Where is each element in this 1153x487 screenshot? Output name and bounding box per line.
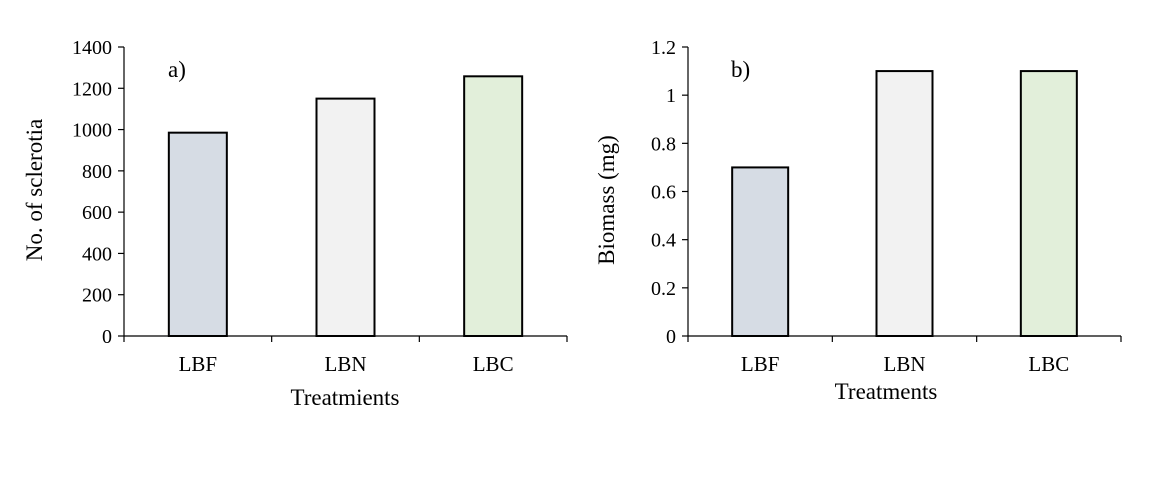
chart-panel-a: a) No. of sclerotia Treatmients 0 200 400 6…: [22, 37, 568, 410]
bar-lbc: [1019, 70, 1078, 337]
bar-lbc: [463, 75, 524, 337]
x-tick-label: LBN: [325, 352, 367, 376]
x-tick-label: LBF: [741, 352, 780, 376]
y-tick-label: 400: [82, 243, 112, 265]
y-ticks: 0 200 400 600 800 1000 1200 1400: [72, 37, 124, 348]
x-tick-label: LBC: [473, 352, 514, 376]
x-ticks: [687, 336, 1122, 342]
y-tick-label: 0.6: [651, 182, 676, 204]
y-tick-label: 0.2: [651, 278, 676, 300]
y-tick-label: 1: [666, 85, 676, 107]
bar-lbn: [315, 97, 376, 337]
y-tick-label: 600: [82, 202, 112, 224]
bar-lbn: [875, 70, 934, 337]
bars: [731, 70, 1078, 337]
y-tick-label: 0: [102, 326, 112, 348]
y-tick-label: 200: [82, 285, 112, 307]
y-axis-title: No. of sclerotia: [22, 119, 47, 261]
bar-lbf: [731, 166, 790, 337]
y-tick-label: 0.4: [651, 230, 676, 252]
x-ticks: [123, 336, 568, 342]
bars: [167, 75, 524, 337]
category-labels: LBF LBN LBC: [741, 352, 1069, 376]
panel-tag: b): [731, 57, 750, 82]
y-tick-label: 0.8: [651, 133, 676, 155]
y-tick-label: 0: [666, 326, 676, 348]
y-axis-title: Biomass (mg): [594, 135, 619, 265]
x-tick-label: LBC: [1028, 352, 1069, 376]
y-ticks: 0 0.2 0.4 0.6 0.8 1 1.2: [651, 37, 688, 348]
category-labels: LBF LBN LBC: [179, 352, 514, 376]
bar-lbf: [167, 131, 228, 337]
y-tick-label: 1.2: [651, 37, 676, 59]
x-tick-label: LBN: [884, 352, 926, 376]
x-tick-label: LBF: [179, 352, 218, 376]
y-tick-label: 1000: [72, 120, 112, 142]
y-tick-label: 1400: [72, 37, 112, 59]
x-axis-title: Treatments: [835, 379, 938, 404]
y-tick-label: 1200: [72, 78, 112, 100]
x-axis-title: Treatmients: [290, 385, 399, 410]
chart-panel-b: b) Biomass (mg) Treatments 0 0.2 0.4 0.6 0.8…: [594, 37, 1122, 404]
y-tick-label: 800: [82, 161, 112, 183]
panel-tag: a): [168, 57, 186, 82]
